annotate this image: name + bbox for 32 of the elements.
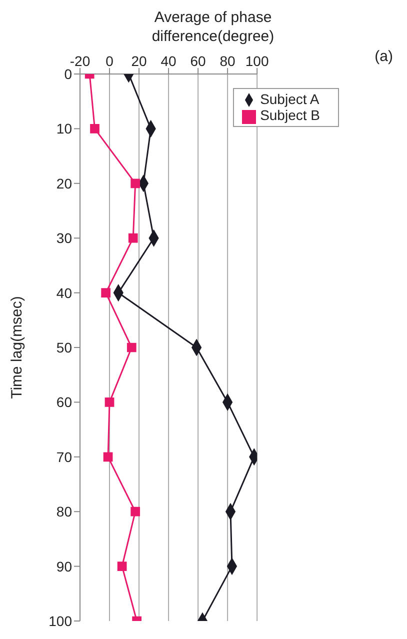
- point: [90, 124, 100, 134]
- y-tick-label: 50: [56, 339, 72, 356]
- x-tick-label: 80: [220, 53, 236, 69]
- legend-label: Subject B: [260, 107, 320, 124]
- x-tick-label: 60: [190, 53, 206, 69]
- x-tick-label: 20: [131, 53, 148, 69]
- point: [126, 342, 136, 352]
- x-axis-title: Average of phase difference(degree): [150, 8, 276, 46]
- point: [117, 562, 127, 571]
- legend-label: Subject A: [260, 91, 320, 107]
- y-tick-label: 40: [56, 284, 72, 301]
- y-tick-label: 60: [56, 394, 72, 410]
- y-tick-label: 90: [56, 558, 72, 574]
- point: [130, 178, 140, 188]
- y-tick-label: 0: [64, 66, 72, 82]
- y-tick-label: 80: [56, 504, 72, 520]
- x-tick-label: -20: [70, 53, 90, 69]
- y-tick-label: 10: [56, 120, 72, 137]
- y-axis-title: Time lag(msec): [8, 296, 26, 399]
- y-tick-label: 100: [48, 612, 72, 629]
- point: [101, 288, 111, 298]
- point: [130, 506, 140, 516]
- x-tick-label: 40: [160, 53, 177, 69]
- y-tick-label: 70: [56, 448, 72, 465]
- text: (a): [374, 48, 393, 65]
- point: [103, 452, 113, 462]
- x-tick-label: 100: [245, 53, 269, 69]
- point: [104, 398, 114, 407]
- y-tick-label: 30: [56, 230, 72, 246]
- point: [128, 233, 138, 243]
- y-tick-label: 20: [56, 175, 72, 192]
- x-tick-label: 0: [106, 53, 114, 69]
